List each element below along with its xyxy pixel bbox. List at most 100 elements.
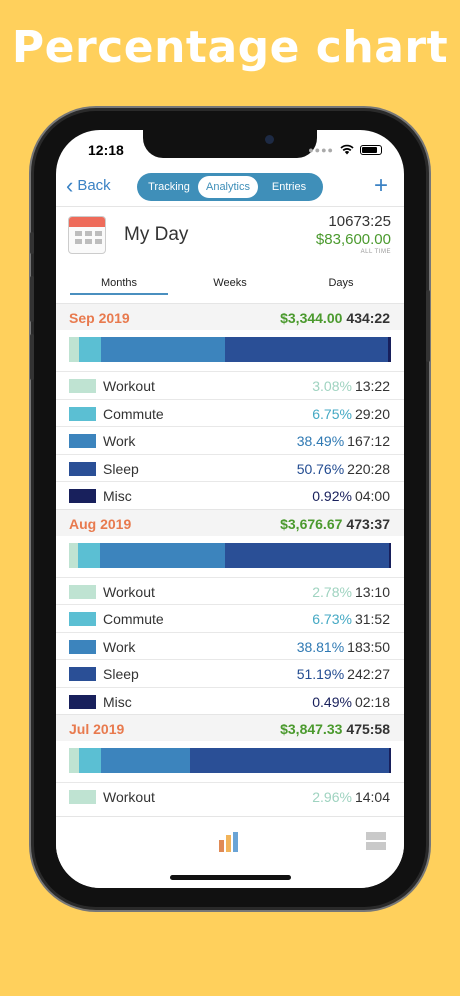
back-button[interactable]: ‹ Back: [66, 172, 111, 198]
calendar-icon: [68, 216, 106, 254]
status-bar: 12:18 ●●●●: [56, 142, 404, 162]
category-swatch: [69, 584, 96, 599]
category-swatch: [69, 790, 96, 804]
app-screen: 12:18 ●●●● ‹ Back Tracking Analytics Ent…: [56, 130, 404, 888]
month-money: $3,847.33: [280, 721, 343, 737]
bar-segment-workout: [69, 542, 78, 568]
percentage-bar-row: [56, 330, 404, 371]
add-button[interactable]: +: [373, 172, 388, 199]
total-money: $83,600.00: [315, 231, 391, 248]
category-hours: 220:28: [347, 460, 390, 477]
category-row-commute[interactable]: Commute 6.75% 29:20: [56, 398, 404, 427]
month-hours: 475:58: [346, 721, 390, 737]
category-hours: 14:04: [354, 789, 390, 805]
stacked-percentage-bar: [69, 748, 391, 773]
category-row-sleep[interactable]: Sleep 51.19% 242:27: [56, 659, 404, 687]
category-hours: 31:52: [354, 611, 390, 627]
nav-bar: ‹ Back Tracking Analytics Entries +: [56, 172, 404, 202]
month-name: Jul 2019: [69, 721, 125, 737]
tab-weeks[interactable]: Weeks: [213, 277, 247, 289]
category-name: Workout: [103, 378, 155, 394]
all-time-caption: ALL TIME: [360, 249, 391, 255]
month-name: Aug 2019: [69, 515, 132, 532]
tab-entries[interactable]: Entries: [271, 181, 307, 193]
month-list[interactable]: Sep 2019 $3,344.00 434:22 Workout 3.08% 13:22…: [56, 303, 404, 810]
category-percent: 51.19%: [296, 666, 345, 682]
category-name: Workout: [103, 789, 155, 805]
list-view-icon[interactable]: [366, 832, 386, 850]
notch: [143, 130, 317, 158]
stacked-percentage-bar: [69, 337, 391, 362]
category-swatch: [69, 612, 96, 626]
bar-segment-sleep: [224, 542, 390, 568]
category-swatch: [69, 379, 96, 393]
category-name: Workout: [103, 583, 155, 600]
category-name: Sleep: [103, 460, 139, 477]
total-hours: 10673:25: [328, 213, 391, 230]
chevron-left-icon: ‹: [66, 172, 74, 198]
bottom-tab-bar: [56, 816, 404, 888]
category-hours: 242:27: [347, 666, 390, 682]
category-name: Commute: [103, 611, 164, 627]
tab-months[interactable]: Months: [70, 273, 168, 295]
bar-segment-commute: [78, 748, 102, 773]
mute-switch: [30, 232, 34, 254]
bar-segment-work: [101, 748, 190, 773]
analytics-chart-icon[interactable]: [219, 832, 238, 852]
category-swatch: [69, 489, 96, 503]
battery-icon: [360, 144, 382, 155]
category-swatch: [69, 434, 96, 448]
month-money: $3,344.00: [280, 310, 343, 326]
category-row-workout[interactable]: Workout 2.78% 13:10: [56, 576, 404, 605]
category-row-workout[interactable]: Workout 2.96% 14:04: [56, 782, 404, 810]
category-percent: 38.49%: [296, 433, 345, 449]
category-row-workout[interactable]: Workout 3.08% 13:22: [56, 371, 404, 399]
month-hours: 473:37: [346, 515, 390, 532]
bar-segment-commute: [77, 542, 100, 568]
category-hours: 167:12: [347, 433, 390, 449]
tab-tracking[interactable]: Tracking: [148, 181, 190, 193]
bar-segment-workout: [69, 748, 79, 773]
category-percent: 2.78%: [312, 583, 352, 600]
status-time: 12:18: [88, 142, 124, 158]
category-name: Work: [103, 433, 136, 449]
category-hours: 29:20: [354, 405, 390, 422]
category-row-work[interactable]: Work 38.81% 183:50: [56, 631, 404, 660]
tab-days[interactable]: Days: [328, 277, 354, 289]
back-label: Back: [77, 177, 111, 194]
category-percent: 0.92%: [312, 488, 352, 504]
category-row-sleep[interactable]: Sleep 50.76% 220:28: [56, 453, 404, 482]
summary-header: My Day 10673:25 $83,600.00 ALL TIME: [56, 206, 404, 264]
category-swatch: [69, 639, 96, 654]
category-swatch: [69, 694, 96, 709]
category-hours: 13:10: [354, 583, 390, 600]
signal-icon: ●●●●: [308, 144, 334, 155]
power-button: [426, 290, 430, 362]
month-header[interactable]: Aug 2019 $3,676.67 473:37: [56, 508, 404, 536]
category-percent: 2.96%: [312, 789, 352, 805]
category-row-commute[interactable]: Commute 6.73% 31:52: [56, 604, 404, 632]
month-header[interactable]: Jul 2019 $3,847.33 475:58: [56, 714, 404, 741]
volume-down-button: [30, 334, 34, 380]
category-percent: 38.81%: [296, 638, 345, 655]
category-name: Misc: [103, 693, 132, 710]
tab-analytics[interactable]: Analytics: [198, 176, 258, 198]
home-indicator: [170, 875, 291, 880]
promo-headline: Percentage chart: [11, 22, 449, 73]
bar-segment-workout: [69, 337, 79, 362]
bar-segment-sleep: [224, 337, 389, 362]
category-hours: 04:00: [354, 488, 390, 504]
bar-segment-work: [100, 337, 225, 362]
stacked-percentage-bar: [69, 542, 391, 568]
bar-segment-commute: [78, 337, 101, 362]
category-row-misc[interactable]: Misc 0.49% 02:18: [56, 686, 404, 715]
category-name: Work: [103, 638, 136, 655]
category-row-work[interactable]: Work 38.49% 167:12: [56, 426, 404, 454]
category-swatch: [69, 406, 96, 421]
month-money: $3,676.67: [280, 515, 343, 532]
bar-segment-misc: [389, 542, 391, 568]
category-percent: 6.73%: [312, 611, 352, 627]
category-row-misc[interactable]: Misc 0.92% 04:00: [56, 481, 404, 509]
month-header[interactable]: Sep 2019 $3,344.00 434:22: [56, 303, 404, 330]
category-percent: 50.76%: [296, 460, 345, 477]
